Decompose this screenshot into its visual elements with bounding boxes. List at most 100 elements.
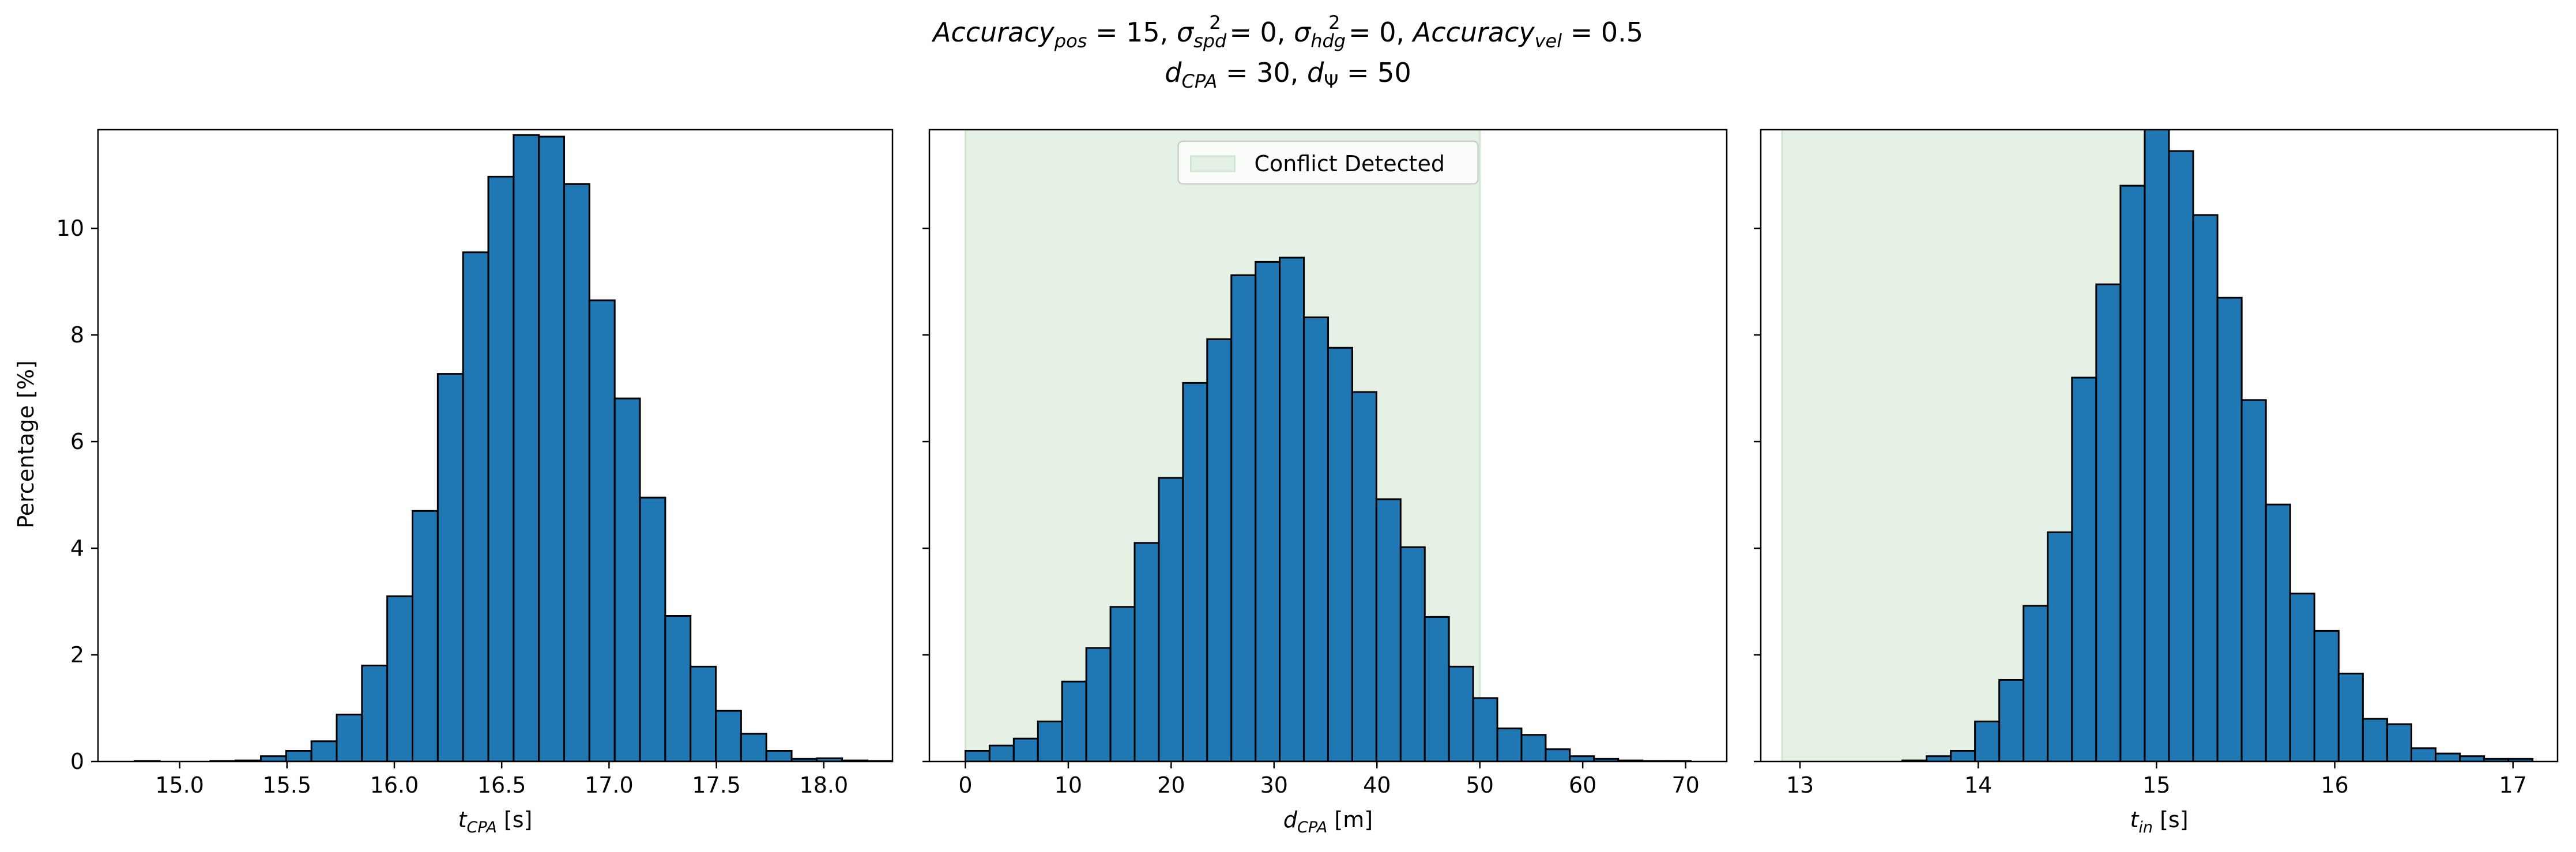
histogram-bar [1230,274,1257,761]
histogram-bar [436,373,464,761]
x-tick-label: 50 [1466,772,1494,798]
histogram-bar [2265,503,2291,761]
histogram-bar [2410,747,2437,761]
suptitle-part: = 0.5 [1562,17,1643,48]
histogram-bar [1423,616,1450,761]
x-axis-label: tCPA [s] [458,807,533,836]
histogram-bar [259,755,287,761]
histogram-bar [1375,498,1402,761]
histogram-bar [1569,755,1595,761]
y-tick-label: 10 [57,216,84,241]
histogram-bar [588,299,616,761]
histogram-bar [538,135,566,761]
plot-area [964,130,1692,761]
histogram-bar [1950,750,1976,761]
histogram-bar [1303,316,1330,761]
x-tick-label: 15 [2142,772,2170,798]
histogram-bar [1085,647,1112,761]
histogram-bar [1279,257,1305,761]
histogram-bar [2168,150,2194,761]
histogram-bar [2047,531,2073,761]
histogram-bar [1037,721,1063,761]
plot-area [1781,130,2534,761]
suptitle-part: pos [1054,30,1087,52]
x-tick-label: 15.0 [155,772,204,798]
histogram-bar [1206,338,1233,761]
y-tick-label: 8 [70,322,84,348]
histogram-bar [1496,727,1523,761]
histogram-bar [1327,346,1353,761]
suptitle-part: hdg [1310,30,1346,52]
histogram-bar [1158,477,1184,761]
x-tick-label: 13 [1786,772,1814,798]
axes-frame [1760,129,2559,763]
histogram-bar [664,615,692,761]
suptitle-part: = 30, [1217,57,1307,88]
y-tick-label: 6 [70,429,84,454]
panel-2: 0 10 20 30 40 50 60 70 dCPA [m] Conflict Detected [922,129,1728,836]
histogram-bar [1545,748,1571,761]
suptitle-part: spd [1193,30,1227,52]
histogram-bar [2071,376,2097,761]
x-axis-label: tin [s] [2130,807,2188,836]
plot-area [133,134,892,761]
x-tick-label: 40 [1363,772,1391,798]
histogram-bar [1926,755,1952,761]
histogram-bar [412,510,439,761]
suptitle-part: Accuracy [931,17,1055,48]
suptitle-part: d [1307,57,1324,88]
histogram-bar [2337,672,2364,761]
histogram-bar [639,496,666,761]
x-tick-label: 70 [1671,772,1699,798]
histogram-bar [2095,283,2122,761]
suptitle-line-1: Accuracypos = 15, σspd2 = 0, σhdg2 = 0, … [931,12,1643,52]
y-tick-label: 4 [70,536,84,561]
x-tick-label: 14 [1964,772,1992,798]
suptitle-part: 2 [1209,12,1221,33]
x-tick-label: 15.5 [262,772,311,798]
histogram-bar [690,665,717,761]
histogram-bar [2240,399,2267,761]
suptitle-part: = 15, [1087,17,1177,48]
x-tick-label: 18.0 [800,772,849,798]
histogram-bar [2289,593,2315,761]
histogram-bar [487,175,515,761]
legend-swatch [1190,155,1236,172]
histogram-bar [1061,680,1087,761]
x-tick-label: 30 [1260,772,1288,798]
histogram-bar [2023,605,2049,761]
suptitle-part: Accuracy [1411,17,1535,48]
histogram-bar [1448,665,1474,761]
suptitle-part: σ [1177,17,1195,48]
x-tick-label: 60 [1569,772,1596,798]
axes-frame [97,129,894,763]
legend-box [1177,140,1479,185]
y-axis-label: Percentage [%] [13,360,39,529]
x-tick-label: 0 [958,772,972,798]
suptitle-part: = 50 [1338,57,1411,88]
panel-1: 15.0 15.5 16.0 16.5 17.0 17.5 18.0 0 2 4 6 8 10 tCPA … [57,129,894,836]
histogram-bar [2459,755,2485,761]
panel-3: 13 14 15 16 17 tin [s] [1754,129,2559,836]
histogram-bar [988,744,1015,761]
axes-frame [928,129,1728,763]
histogram-bar [285,750,312,761]
suptitle-part: σ [1294,17,1312,48]
histogram-bar [336,714,363,761]
histogram-bar [765,750,793,761]
histogram-bar [2119,184,2146,761]
x-axis-label: dCPA [m] [1283,807,1373,836]
histogram-bar [386,595,414,761]
histogram-panels: 15.0 15.5 16.0 16.5 17.0 17.5 18.0 0 2 4 6 8 10 tCPA … [57,129,2559,836]
histogram-bar [1182,382,1208,761]
histogram-bar [2362,718,2388,761]
histogram-bar [513,134,540,761]
suptitle-line-2: dCPA = 30, dΨ = 50 [1165,57,1411,92]
histogram-bar [2435,752,2461,761]
histogram-bar [715,710,742,761]
x-tick-label: 10 [1054,772,1082,798]
suptitle-part: CPA [1181,70,1217,92]
legend-label: Conflict Detected [1255,151,1445,176]
histogram-bar [1974,721,2001,761]
